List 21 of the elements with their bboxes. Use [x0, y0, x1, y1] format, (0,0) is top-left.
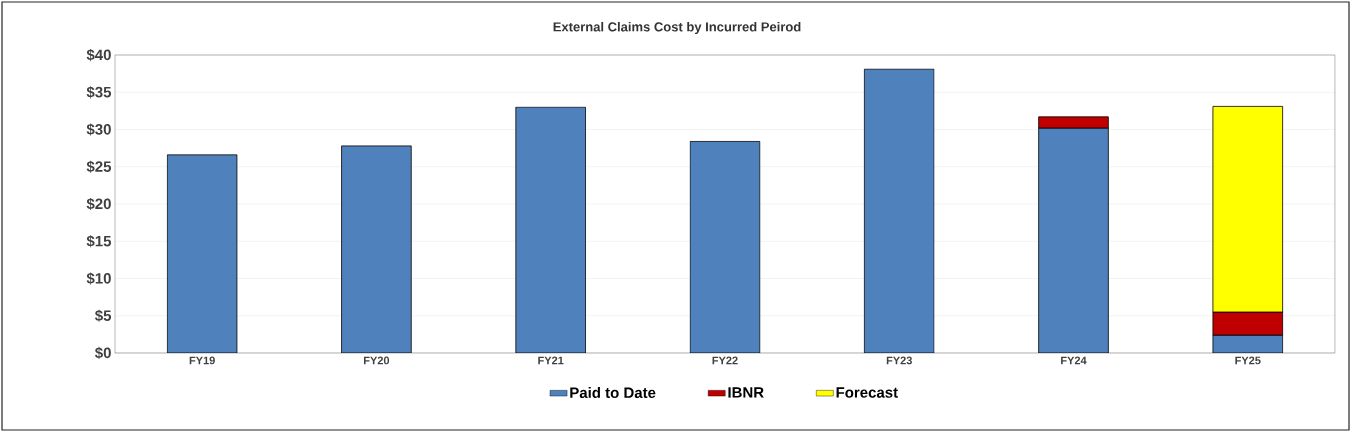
y-tick-label: $30 [86, 123, 111, 136]
y-tick-label: $35 [86, 86, 112, 99]
legend-label: IBNR [728, 387, 764, 398]
y-tick-label: $5 [94, 309, 112, 322]
chart-title: External Claims Cost by Incurred Peirod [553, 21, 801, 35]
y-tick-label: $10 [86, 272, 111, 285]
x-tick-label: FY22 [712, 356, 738, 365]
x-tick-label: FY25 [1235, 356, 1261, 365]
x-tick-label: FY23 [886, 356, 912, 365]
legend-label: Paid to Date [570, 387, 656, 399]
y-tick-label: $15 [86, 235, 112, 248]
bar [515, 106, 586, 353]
x-tick-label: FY20 [364, 356, 390, 365]
legend-label: Forecast [836, 387, 898, 398]
y-tick-label: $0 [94, 346, 111, 360]
y-tick-label: $20 [86, 197, 111, 211]
y-tick-label: $40 [86, 48, 111, 62]
y-tick-label: $25 [86, 160, 112, 173]
x-tick-label: FY19 [189, 356, 215, 365]
x-tick-label: FY24 [1061, 356, 1087, 365]
x-tick-label: FY21 [538, 356, 564, 365]
